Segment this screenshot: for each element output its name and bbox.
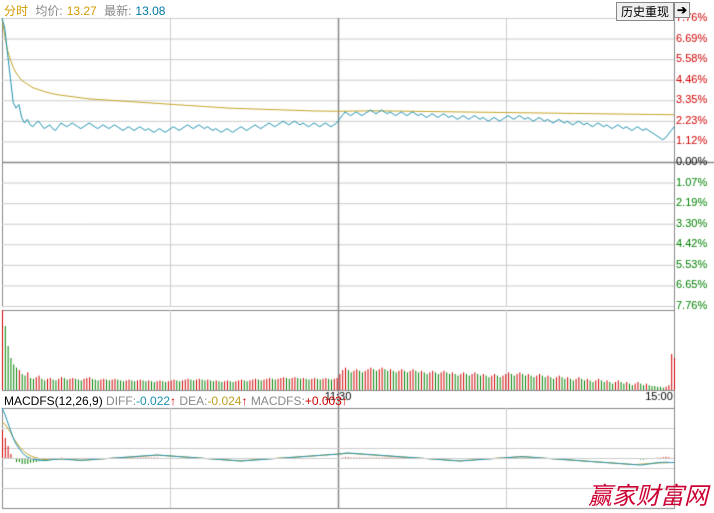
dea-arrow: ↑ — [241, 394, 247, 408]
diff-value: -0.022 — [136, 394, 170, 408]
dea-value: -0.024 — [207, 394, 241, 408]
last-label: 最新: — [104, 4, 131, 18]
macd-arrow: ↑ — [342, 394, 348, 408]
chart-header: 分时 均价: 13.27 最新: 13.08 — [4, 2, 710, 18]
macd-header: MACDFS(12,26,9) DIFF:-0.022↑ DEA:-0.024↑… — [4, 394, 348, 408]
diff-arrow: ↑ — [170, 394, 176, 408]
macd-name: MACDFS(12,26,9) — [4, 394, 103, 408]
stock-chart-canvas — [0, 0, 714, 513]
watermark: 赢家财富网 — [588, 476, 708, 511]
dea-label: DEA: — [179, 394, 207, 408]
macd-label: MACDFS: — [251, 394, 305, 408]
diff-label: DIFF: — [106, 394, 136, 408]
last-value: 13.08 — [135, 4, 165, 18]
history-replay-button[interactable]: 历史重现 — [616, 2, 674, 21]
forward-arrow-button[interactable]: ➔ — [674, 2, 690, 18]
avg-value: 13.27 — [67, 4, 97, 18]
intraday-label: 分时 — [4, 4, 28, 18]
macd-value: +0.003 — [305, 394, 342, 408]
avg-label: 均价: — [35, 4, 62, 18]
